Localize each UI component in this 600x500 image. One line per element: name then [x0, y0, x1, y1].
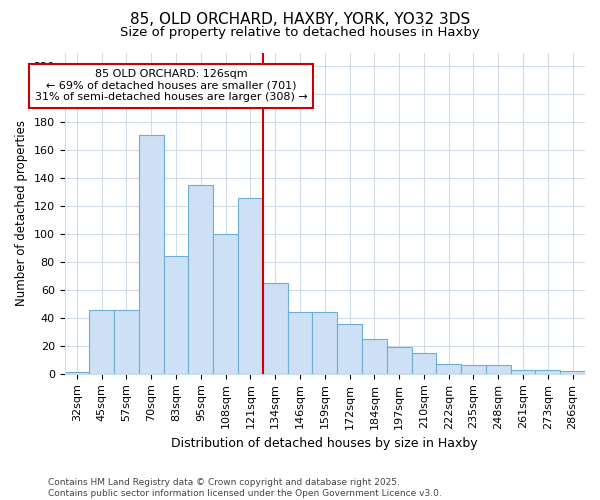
Bar — [65, 372, 89, 374]
Text: 85, OLD ORCHARD, HAXBY, YORK, YO32 3DS: 85, OLD ORCHARD, HAXBY, YORK, YO32 3DS — [130, 12, 470, 28]
Bar — [436, 364, 461, 374]
Text: Size of property relative to detached houses in Haxby: Size of property relative to detached ho… — [120, 26, 480, 39]
Bar — [535, 370, 560, 374]
Text: Contains HM Land Registry data © Crown copyright and database right 2025.
Contai: Contains HM Land Registry data © Crown c… — [48, 478, 442, 498]
Y-axis label: Number of detached properties: Number of detached properties — [15, 120, 28, 306]
Bar — [387, 348, 412, 374]
Bar — [362, 339, 387, 374]
Bar — [486, 366, 511, 374]
Bar — [337, 324, 362, 374]
X-axis label: Distribution of detached houses by size in Haxby: Distribution of detached houses by size … — [172, 437, 478, 450]
Bar — [313, 312, 337, 374]
Bar — [139, 135, 164, 374]
Text: 85 OLD ORCHARD: 126sqm
← 69% of detached houses are smaller (701)
31% of semi-de: 85 OLD ORCHARD: 126sqm ← 69% of detached… — [35, 70, 307, 102]
Bar — [560, 371, 585, 374]
Bar — [263, 283, 287, 374]
Bar — [188, 185, 213, 374]
Bar — [213, 234, 238, 374]
Bar — [412, 353, 436, 374]
Bar — [461, 366, 486, 374]
Bar — [114, 310, 139, 374]
Bar — [511, 370, 535, 374]
Bar — [164, 256, 188, 374]
Bar — [287, 312, 313, 374]
Bar — [238, 198, 263, 374]
Bar — [89, 310, 114, 374]
